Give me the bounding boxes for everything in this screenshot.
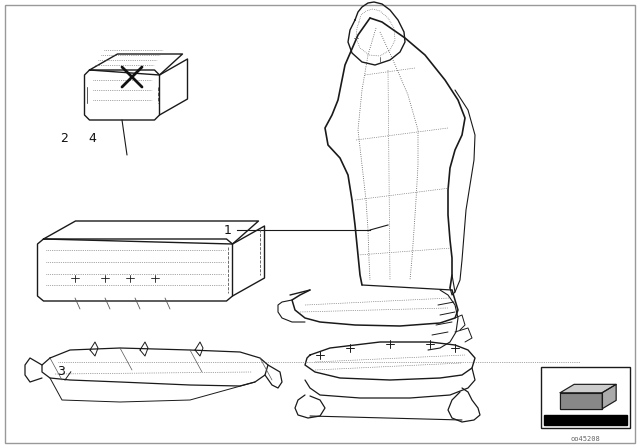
Text: 1: 1	[224, 224, 232, 237]
Text: 2: 2	[60, 132, 68, 146]
Polygon shape	[560, 393, 602, 409]
Text: 3: 3	[57, 365, 65, 379]
Polygon shape	[560, 384, 616, 393]
Text: 4: 4	[89, 132, 97, 146]
Polygon shape	[602, 384, 616, 409]
Bar	[541, 367, 630, 428]
Polygon shape	[544, 414, 627, 425]
Text: oo45208: oo45208	[571, 436, 600, 442]
